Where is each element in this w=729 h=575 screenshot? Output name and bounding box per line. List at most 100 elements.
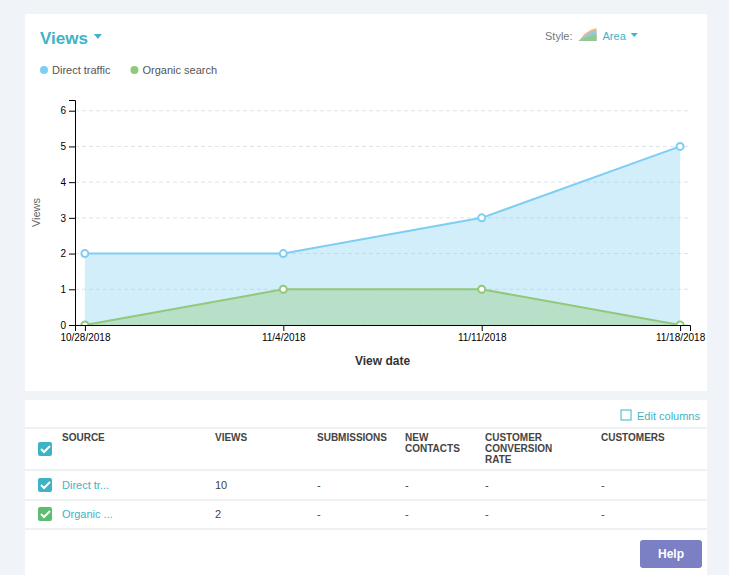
y-tick-label: 1 (60, 284, 66, 295)
y-tick-label: 4 (60, 177, 66, 188)
y-tick-mark (69, 254, 75, 255)
table-cell: - (317, 508, 321, 520)
y-tick-mark (69, 325, 75, 326)
table-card (25, 400, 707, 575)
table-cell: - (601, 479, 605, 491)
style-label: Style: (545, 30, 573, 42)
y-tick-mark (69, 146, 75, 147)
help-button[interactable] (640, 540, 702, 568)
area (85, 289, 680, 325)
page-background (0, 0, 729, 575)
page: ViewsStyle:Area012345610/28/201811/4/201… (0, 0, 729, 575)
x-tick-label: 10/28/2018 (60, 332, 110, 343)
y-tick-mark (69, 218, 75, 219)
table-cell: - (405, 508, 409, 520)
marker (81, 322, 88, 326)
plot-area (81, 143, 683, 325)
table-cell[interactable]: Organic ... (62, 508, 113, 520)
y-tick-mark (69, 182, 75, 183)
legend-label: Direct traffic (52, 64, 111, 76)
y-tick-label: 3 (60, 213, 66, 224)
x-axis-line (76, 326, 691, 332)
style-icon-part (579, 34, 597, 41)
column-header[interactable]: VIEWS (215, 432, 248, 443)
header-checkbox[interactable] (38, 442, 52, 456)
y-tick-label: 6 (60, 105, 66, 116)
row-checkbox-check (41, 482, 50, 488)
y-tick: 1 (60, 284, 75, 295)
edit-columns-icon[interactable] (621, 410, 631, 420)
column-header[interactable]: SUBMISSIONS (317, 432, 387, 443)
table-cell: - (601, 508, 605, 520)
grid (75, 111, 690, 325)
legend-item: Direct traffic (40, 64, 111, 76)
grid-line (75, 146, 690, 147)
table-cell: - (317, 479, 321, 491)
x-axis-title: View date (355, 354, 410, 368)
area (85, 146, 680, 325)
y-tick: 4 (60, 177, 75, 188)
y-tick: 5 (60, 141, 75, 152)
table-cell: - (485, 479, 489, 491)
table-rule (25, 428, 707, 429)
style-dropdown-arrow[interactable] (631, 33, 638, 37)
marker (280, 250, 287, 257)
y-tick-label: 2 (60, 248, 66, 259)
title-dropdown-arrow[interactable] (94, 34, 102, 39)
x-tick-label: 11/11/2018 (458, 332, 507, 343)
y-axis: 0123456 (60, 101, 75, 331)
row-checkbox-check (41, 511, 50, 517)
column-header[interactable]: CUSTOMERS (601, 432, 665, 443)
table-rule (25, 529, 707, 530)
y-tick: 3 (60, 213, 75, 224)
marker (280, 286, 287, 293)
table: Edit columns SOURCE VIEWS SUBMISSIONS NEWCON… (25, 410, 707, 529)
x-tick-mark (482, 325, 483, 331)
table-rule (25, 500, 707, 501)
y-tick: 6 (60, 105, 75, 116)
row-checkbox[interactable] (38, 478, 52, 492)
chart-title: Views (40, 29, 88, 48)
row-checkbox[interactable] (38, 507, 52, 521)
help-label[interactable]: Help (658, 547, 684, 561)
edit-columns-link[interactable]: Edit columns (637, 410, 700, 422)
table-cell[interactable]: Direct tr... (62, 479, 109, 491)
y-tick-mark (69, 111, 75, 112)
x-tick-label: 11/4/2018 (262, 332, 306, 343)
line (85, 289, 680, 325)
legend-swatch (130, 66, 138, 74)
table-cell: - (405, 479, 409, 491)
y-tick-mark (69, 289, 75, 290)
x-tick: 11/18/2018 (656, 325, 706, 343)
legend-label: Organic search (142, 64, 217, 76)
legend-item: Organic search (130, 64, 217, 76)
x-axis: 10/28/2018 11/4/2018 11/11/2018 11/18/2018 (60, 325, 705, 343)
marker (677, 322, 684, 326)
y-axis-title: Views (30, 197, 42, 227)
marker (677, 143, 684, 150)
style-icon-part (579, 30, 597, 41)
legend-swatch (40, 66, 48, 74)
table-rule (25, 470, 707, 471)
table-cell: - (485, 508, 489, 520)
style-value[interactable]: Area (603, 30, 627, 42)
y-tick-label: 5 (60, 141, 66, 152)
line (85, 146, 680, 253)
header-checkbox-check (41, 446, 50, 452)
table-cell: 10 (215, 479, 227, 491)
x-tick-mark (680, 325, 681, 331)
x-tick: 10/28/2018 (60, 325, 110, 343)
style-icon (579, 28, 597, 41)
y-axis-line (69, 101, 76, 326)
grid-line (75, 110, 690, 111)
x-tick: 11/11/2018 (458, 325, 507, 343)
x-tick-mark (283, 325, 284, 331)
column-header[interactable]: NEWCONTACTS (405, 432, 460, 454)
column-header[interactable]: CUSTOMERCONVERSIONRATE (485, 432, 552, 465)
x-tick-label: 11/18/2018 (656, 332, 706, 343)
marker (478, 214, 485, 221)
chart-card (25, 14, 707, 391)
column-header[interactable]: SOURCE (62, 432, 105, 443)
x-tick-mark (85, 325, 86, 331)
x-tick: 11/4/2018 (262, 325, 306, 343)
